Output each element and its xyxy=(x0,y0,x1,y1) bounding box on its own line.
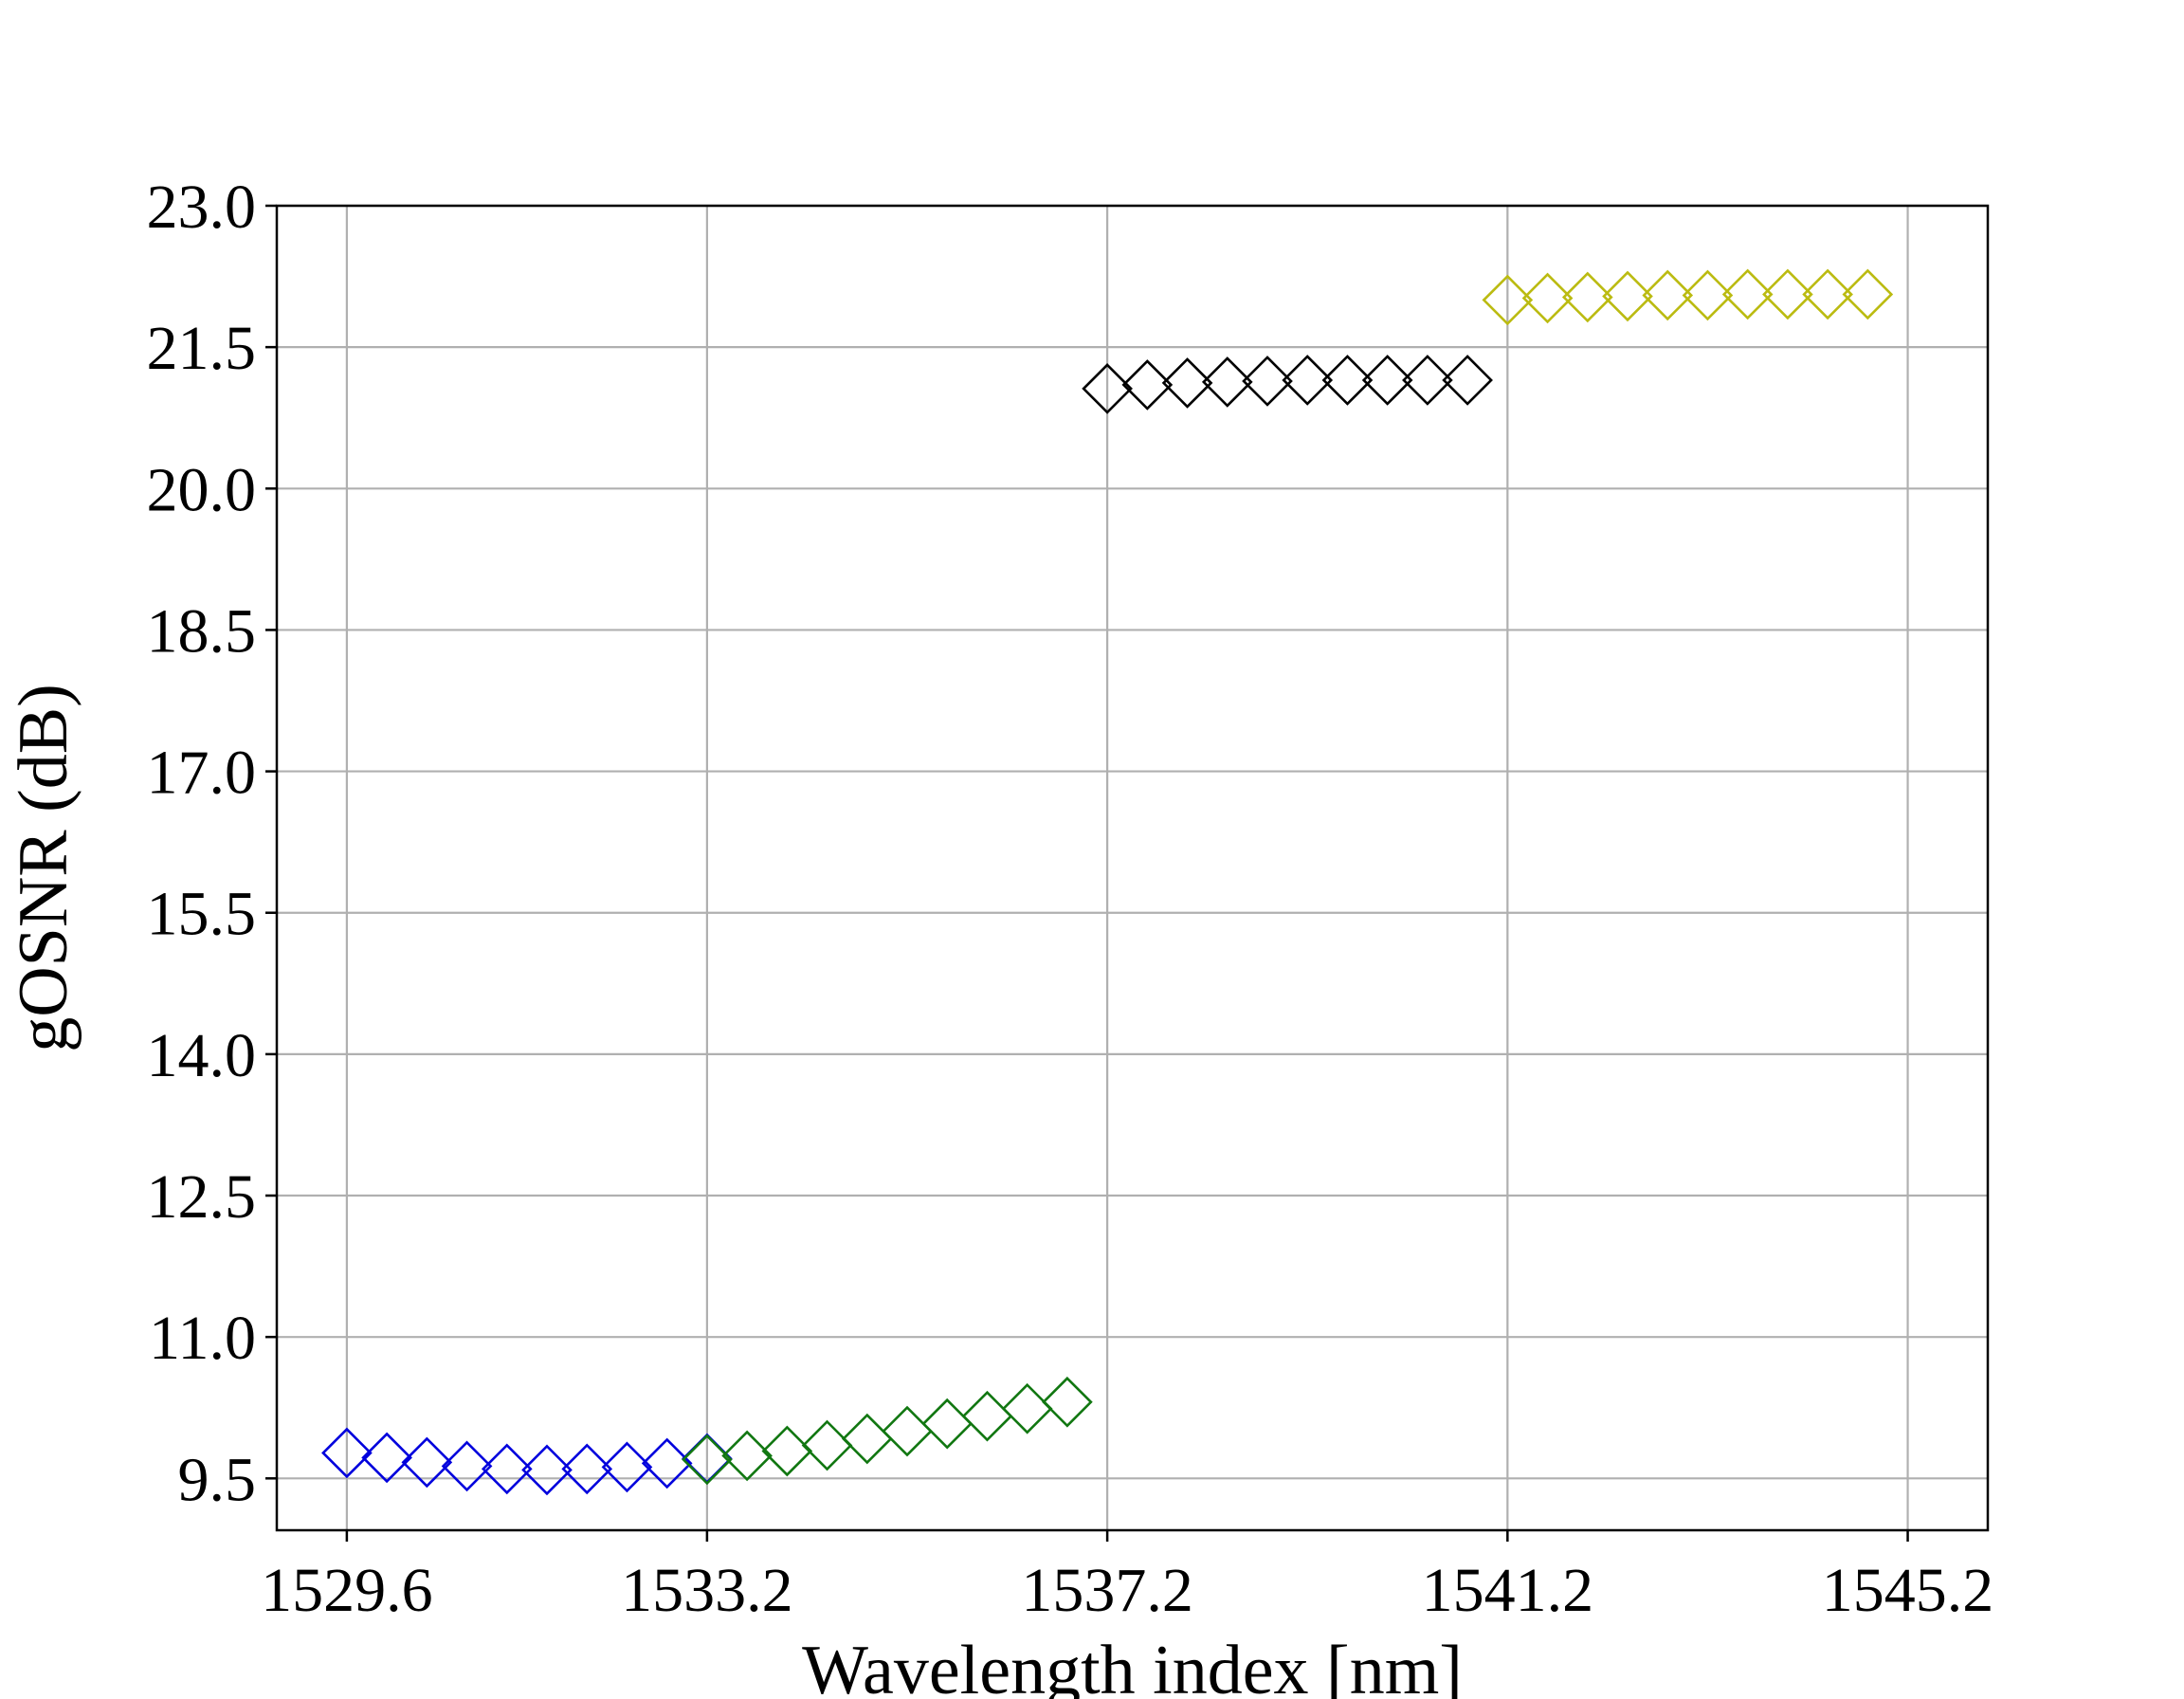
data-point xyxy=(441,1440,493,1492)
data-point xyxy=(1161,357,1213,409)
data-point xyxy=(841,1413,893,1465)
data-point xyxy=(1001,1382,1053,1434)
data-point xyxy=(921,1398,974,1450)
y-tick-label: 23.0 xyxy=(147,173,257,242)
data-point xyxy=(1602,270,1653,322)
y-tick-label: 20.0 xyxy=(147,455,257,524)
data-point xyxy=(1282,355,1334,406)
data-point xyxy=(721,1430,773,1482)
data-point xyxy=(1642,269,1694,321)
data-point xyxy=(1561,271,1613,323)
data-point xyxy=(321,1427,373,1479)
x-tick-label: 1533.2 xyxy=(621,1556,793,1625)
y-tick-label: 21.5 xyxy=(147,314,257,383)
plot-frame xyxy=(275,204,1990,1532)
data-point xyxy=(1082,363,1133,414)
data-point xyxy=(682,1434,733,1486)
data-point xyxy=(1842,268,1894,320)
data-markers xyxy=(321,268,1894,1496)
data-point xyxy=(1682,269,1734,321)
x-tick-label: 1541.2 xyxy=(1422,1556,1594,1625)
data-point xyxy=(801,1419,853,1471)
grid xyxy=(277,204,1988,1530)
data-point xyxy=(1442,355,1493,406)
data-point xyxy=(961,1390,1013,1442)
y-tick-label: 15.5 xyxy=(147,880,257,949)
x-axis-label: Wavelength index [nm] xyxy=(802,1632,1463,1699)
series-4 xyxy=(1482,268,1894,326)
data-point xyxy=(361,1432,412,1484)
data-point xyxy=(1121,359,1174,411)
data-point xyxy=(1802,268,1853,320)
y-axis-label: gOSNR (dB) xyxy=(5,684,82,1052)
data-point xyxy=(401,1436,453,1489)
data-point xyxy=(1201,356,1253,408)
data-point xyxy=(1482,274,1534,326)
data-point xyxy=(641,1437,693,1489)
data-point xyxy=(882,1405,933,1457)
y-tick-label: 17.0 xyxy=(147,739,257,808)
data-point xyxy=(1042,1376,1093,1428)
y-tick-label: 12.5 xyxy=(147,1162,257,1232)
data-point xyxy=(561,1443,613,1495)
x-tick-label: 1545.2 xyxy=(1822,1556,1994,1625)
x-tick-label: 1529.6 xyxy=(261,1556,433,1625)
data-point xyxy=(1521,272,1574,324)
data-point xyxy=(601,1441,653,1493)
y-tick-label: 9.5 xyxy=(178,1445,257,1514)
data-point xyxy=(761,1425,813,1477)
axis-ticks: 1529.6 1533.2 1537.2 1541.2 1545.2 9.5 11.0 12.… xyxy=(147,173,1994,1625)
data-point xyxy=(1402,355,1453,406)
data-point xyxy=(521,1444,573,1496)
series-3 xyxy=(1082,355,1493,414)
y-tick-label: 11.0 xyxy=(149,1304,256,1373)
series-1 xyxy=(321,1427,733,1496)
data-point xyxy=(1721,268,1774,320)
series-2 xyxy=(682,1376,1093,1486)
data-point xyxy=(1762,268,1813,320)
data-point xyxy=(1321,355,1374,406)
x-tick-label: 1537.2 xyxy=(1021,1556,1193,1625)
y-tick-label: 14.0 xyxy=(147,1021,257,1090)
data-point xyxy=(481,1443,533,1495)
y-tick-label: 18.5 xyxy=(147,596,257,666)
data-point xyxy=(1361,355,1413,406)
data-point xyxy=(1242,356,1293,407)
